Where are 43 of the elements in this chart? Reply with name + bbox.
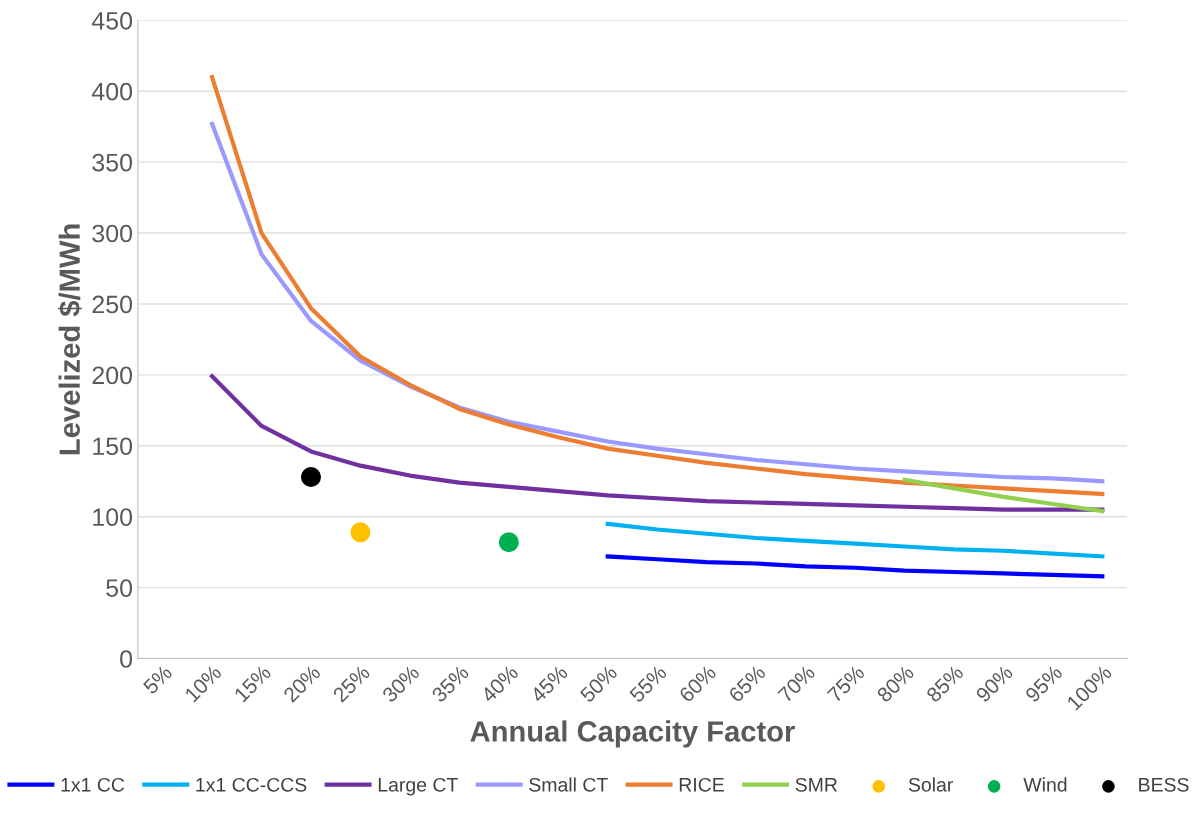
line-series bbox=[605, 554, 1105, 579]
legend-label: SMR bbox=[795, 777, 838, 792]
x-tick-label: 80% bbox=[876, 664, 915, 704]
x-tick-label: 40% bbox=[480, 664, 520, 704]
line-series bbox=[902, 477, 1105, 514]
legend-label: Small CT bbox=[529, 777, 608, 792]
x-axis-title: Annual Capacity Factor bbox=[470, 720, 795, 748]
x-tick-label: 30% bbox=[381, 664, 421, 704]
y-tick-label: 450 bbox=[91, 11, 133, 30]
y-tick-label: 300 bbox=[92, 224, 133, 243]
y-tick-label: 200 bbox=[92, 366, 133, 385]
x-tick-label: 90% bbox=[975, 664, 1014, 703]
y-tick-label: 50 bbox=[106, 579, 133, 597]
x-tick-label: 45% bbox=[529, 664, 569, 704]
x-tick-label: 60% bbox=[678, 664, 717, 703]
line-series bbox=[209, 374, 1105, 512]
y-tick-label: 250 bbox=[92, 295, 133, 314]
legend-label: RICE bbox=[679, 777, 724, 792]
legend-label: 1x1 CC-CCS bbox=[196, 777, 307, 792]
y-tick-label: 350 bbox=[92, 153, 133, 172]
legend-label: Wind bbox=[1023, 777, 1067, 792]
y-axis-title: Levelized $/MWh bbox=[58, 224, 82, 455]
point bbox=[300, 466, 322, 488]
x-tick-label: 75% bbox=[826, 664, 866, 703]
x-tick-label: 50% bbox=[579, 664, 619, 704]
x-tick-label: 70% bbox=[777, 664, 816, 703]
legend-label: Large CT bbox=[378, 777, 458, 796]
y-tick-label: 400 bbox=[91, 82, 133, 101]
x-tick-label: 35% bbox=[430, 664, 470, 704]
y-tick-label: 100 bbox=[93, 508, 133, 527]
legend-label: Solar bbox=[908, 777, 953, 792]
y-tick-label: 150 bbox=[93, 437, 133, 456]
line-series bbox=[605, 521, 1105, 559]
point bbox=[498, 532, 519, 553]
legend-label: 1x1 CC bbox=[61, 777, 125, 792]
x-tick-label: 65% bbox=[727, 664, 767, 703]
point bbox=[350, 522, 371, 543]
x-tick-label: 95% bbox=[1024, 664, 1064, 703]
x-tick-label: 5% bbox=[142, 664, 173, 695]
x-tick-label: 85% bbox=[925, 664, 965, 704]
x-tick-label: 55% bbox=[628, 664, 668, 704]
legend-label: BESS bbox=[1139, 777, 1189, 792]
y-tick-label: 0 bbox=[120, 650, 133, 668]
